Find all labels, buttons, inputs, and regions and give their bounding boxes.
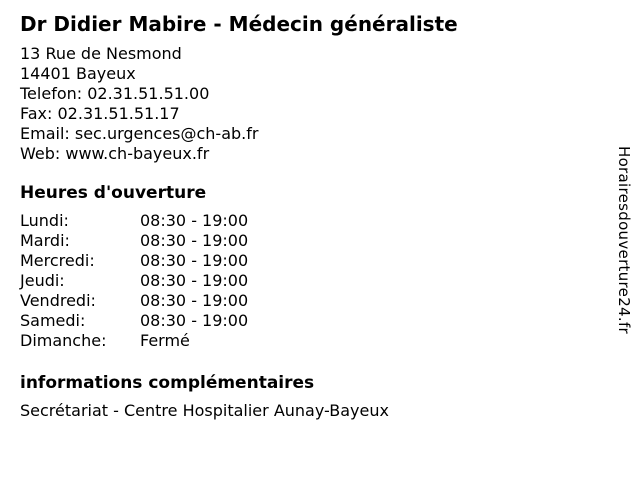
site-watermark: Horairesdouverture24.fr	[615, 146, 633, 334]
opening-hours-table: Lundi: 08:30 - 19:00 Mardi: 08:30 - 19:0…	[20, 211, 248, 351]
day-label: Samedi:	[20, 311, 86, 330]
day-label: Vendredi:	[20, 291, 96, 310]
day-hours: 08:30 - 19:00	[140, 251, 249, 270]
hours-row-monday: Lundi: 08:30 - 19:00	[20, 211, 248, 231]
hours-row-thursday: Jeudi: 08:30 - 19:00	[20, 271, 248, 291]
day-hours: 08:30 - 19:00	[140, 211, 249, 230]
day-label: Dimanche:	[20, 331, 107, 350]
day-label: Mercredi:	[20, 251, 95, 270]
additional-info-heading: informations complémentaires	[20, 373, 315, 393]
email-line: Email: sec.urgences@ch-ab.fr	[20, 124, 258, 144]
hours-row-saturday: Samedi: 08:30 - 19:00	[20, 311, 248, 331]
phone-line: Telefon: 02.31.51.51.00	[20, 84, 258, 104]
email-value: sec.urgences@ch-ab.fr	[74, 124, 259, 143]
fax-label: Fax:	[20, 104, 53, 123]
fax-value: 02.31.51.51.17	[57, 104, 180, 123]
day-label: Lundi:	[20, 211, 69, 230]
email-label: Email:	[20, 124, 70, 143]
phone-label: Telefon:	[20, 84, 83, 103]
web-label: Web:	[20, 144, 61, 163]
phone-value: 02.31.51.51.00	[87, 84, 210, 103]
address-street: 13 Rue de Nesmond	[20, 44, 182, 63]
opening-hours-heading: Heures d'ouverture	[20, 183, 207, 203]
hours-row-sunday: Dimanche: Fermé	[20, 331, 248, 351]
hours-row-friday: Vendredi: 08:30 - 19:00	[20, 291, 248, 311]
address-city: 14401 Bayeux	[20, 64, 136, 83]
day-hours: 08:30 - 19:00	[140, 311, 249, 330]
day-hours: 08:30 - 19:00	[140, 271, 249, 290]
web-line: Web: www.ch-bayeux.fr	[20, 144, 258, 164]
day-hours: 08:30 - 19:00	[140, 291, 249, 310]
additional-info-text: Secrétariat - Centre Hospitalier Aunay-B…	[20, 401, 389, 420]
contact-block: 13 Rue de Nesmond 14401 Bayeux Telefon: …	[20, 44, 258, 164]
hours-row-tuesday: Mardi: 08:30 - 19:00	[20, 231, 248, 251]
fax-line: Fax: 02.31.51.51.17	[20, 104, 258, 124]
page-title: Dr Didier Mabire - Médecin généraliste	[20, 12, 458, 36]
day-closed: Fermé	[140, 331, 190, 350]
web-value: www.ch-bayeux.fr	[65, 144, 210, 163]
hours-row-wednesday: Mercredi: 08:30 - 19:00	[20, 251, 248, 271]
day-label: Jeudi:	[20, 271, 65, 290]
day-hours: 08:30 - 19:00	[140, 231, 249, 250]
day-label: Mardi:	[20, 231, 70, 250]
